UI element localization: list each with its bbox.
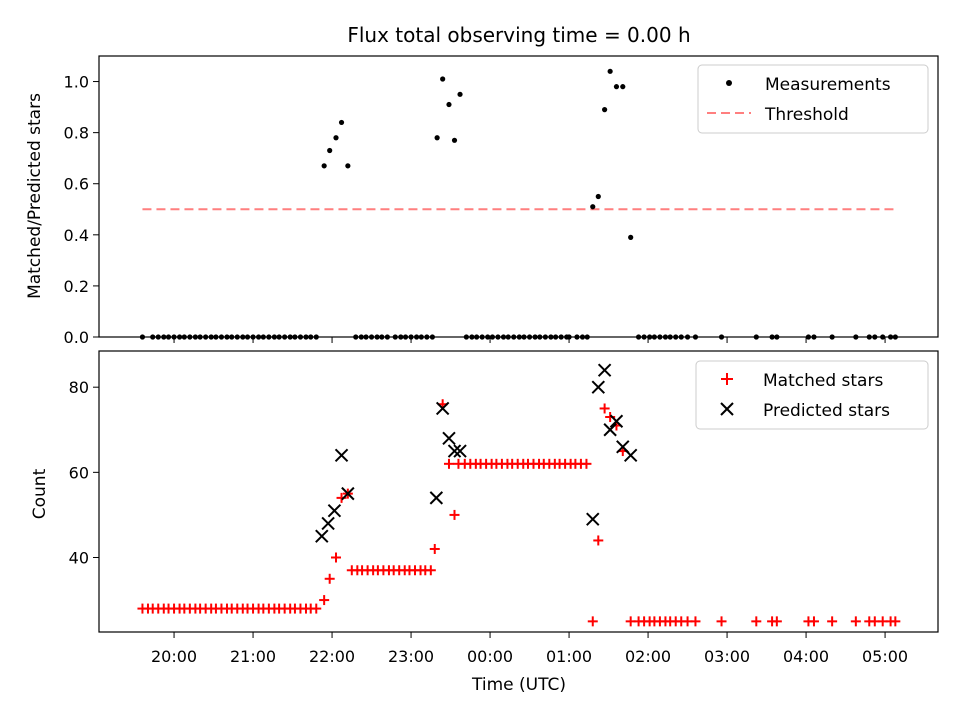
- matched-star-point: [593, 535, 604, 546]
- bottom-axes-frame: [98, 350, 939, 633]
- x-tick-label: 22:00: [309, 647, 355, 666]
- top-y-tick-label: 0.6: [64, 175, 89, 194]
- bottom-panel: 40 60 80 20:00 21:00 22:00 23:00 00:00 01:00 02:…: [30, 350, 939, 695]
- matched-star-point: [319, 595, 330, 606]
- top-panel: 0.0 0.2 0.4 0.6 0.8 1.0 Matched/Predicted sta…: [25, 55, 939, 347]
- matched-star-point: [751, 616, 762, 627]
- matched-star-point: [429, 543, 440, 554]
- matched-star-point: [449, 509, 460, 520]
- predicted-star-point: [609, 414, 624, 428]
- matched-star-point: [311, 603, 322, 614]
- matched-stars-points: [137, 399, 901, 627]
- matched-star-point: [827, 616, 838, 627]
- matched-star-point: [324, 573, 335, 584]
- predicted-star-point: [429, 491, 444, 505]
- measurement-point: [613, 84, 620, 90]
- measurement-point: [434, 135, 440, 141]
- measurement-point: [321, 163, 327, 169]
- legend-matched-marker: [721, 373, 733, 385]
- x-tick-label: 03:00: [704, 647, 750, 666]
- matched-star-point: [890, 616, 901, 627]
- measurement-point: [457, 91, 463, 97]
- bottom-y-tick-label: 40: [69, 548, 89, 567]
- measurement-point: [345, 163, 351, 169]
- predicted-star-point: [447, 444, 462, 458]
- bottom-y-axis-label: Count: [30, 468, 50, 519]
- predicted-star-point: [623, 448, 638, 463]
- x-tick-label: 00:00: [467, 647, 513, 666]
- chart-title: Flux total observing time = 0.00 h: [347, 23, 690, 47]
- x-tick-label: 04:00: [783, 647, 829, 666]
- predicted-star-point: [341, 486, 355, 501]
- predicted-star-point: [597, 363, 612, 377]
- x-tick-label: 20:00: [151, 647, 197, 666]
- top-y-tick-label: 0.0: [64, 328, 89, 347]
- top-axes-frame: [98, 55, 939, 338]
- predicted-star-point: [453, 444, 467, 458]
- legend-measurements-label: Measurements: [765, 75, 891, 95]
- matched-star-point: [599, 403, 610, 414]
- legend-matched-label: Matched stars: [763, 371, 883, 391]
- bottom-legend-box: [695, 360, 929, 430]
- bottom-y-tick-label: 80: [69, 378, 89, 397]
- top-y-tick-label: 0.8: [64, 124, 89, 143]
- legend-threshold-label: Threshold: [764, 105, 849, 125]
- top-legend: Measurements Threshold: [697, 64, 929, 134]
- matched-star-point: [716, 616, 727, 627]
- measurement-point: [440, 76, 446, 82]
- measurement-point: [327, 147, 333, 154]
- matched-star-point: [808, 616, 819, 627]
- top-y-tick-label: 0.2: [64, 277, 89, 296]
- measurement-point: [338, 119, 345, 126]
- measurement-point: [333, 135, 339, 141]
- matched-star-point: [425, 565, 436, 576]
- legend-predicted-marker: [720, 402, 734, 416]
- x-tick-label: 02:00: [625, 647, 671, 666]
- x-tick-label: 21:00: [230, 647, 276, 666]
- top-legend-box: [697, 64, 929, 134]
- predicted-star-point: [334, 448, 349, 463]
- measurement-point: [446, 101, 452, 108]
- predicted-star-point: [315, 529, 329, 543]
- bottom-y-tick-label: 60: [69, 463, 89, 482]
- measurement-point: [595, 193, 601, 200]
- top-y-tick-label: 0.4: [64, 226, 89, 245]
- measurement-point: [607, 68, 613, 74]
- predicted-star-point: [321, 516, 335, 531]
- matched-star-point: [587, 616, 598, 627]
- bottom-legend: Matched stars Predicted stars: [695, 360, 929, 430]
- top-y-ticks: 0.0 0.2 0.4 0.6 0.8 1.0: [64, 73, 99, 347]
- x-tick-label: 23:00: [388, 647, 434, 666]
- matched-star-point: [331, 552, 342, 563]
- predicted-star-point: [327, 503, 342, 518]
- measurement-point: [620, 84, 626, 90]
- matched-star-point: [581, 458, 592, 469]
- predicted-star-point: [591, 380, 605, 394]
- predicted-stars-points: [315, 363, 638, 543]
- matched-star-point: [771, 616, 782, 627]
- matched-star-point: [443, 458, 454, 469]
- matched-star-point: [850, 616, 861, 627]
- bottom-y-ticks: 40 60 80: [69, 378, 99, 567]
- top-y-tick-label: 1.0: [64, 73, 89, 92]
- measurement-point: [451, 137, 458, 143]
- predicted-star-point: [442, 431, 456, 445]
- bottom-x-ticks: 20:00 21:00 22:00 23:00 00:00 01:00 02:00 03:00…: [151, 632, 908, 666]
- top-y-axis-label: Matched/Predicted stars: [25, 93, 45, 299]
- x-tick-label: 01:00: [546, 647, 592, 666]
- measurement-point: [590, 204, 596, 210]
- x-axis-label: Time (UTC): [471, 675, 566, 695]
- predicted-star-point: [435, 401, 450, 416]
- x-tick-label: 05:00: [862, 647, 908, 666]
- matched-star-point: [690, 616, 701, 627]
- measurement-point: [602, 107, 608, 113]
- legend-measurements-marker: [726, 80, 732, 86]
- measurement-point: [628, 234, 634, 240]
- predicted-star-point: [586, 512, 600, 526]
- legend-predicted-label: Predicted stars: [763, 401, 890, 421]
- predicted-star-point: [603, 423, 617, 437]
